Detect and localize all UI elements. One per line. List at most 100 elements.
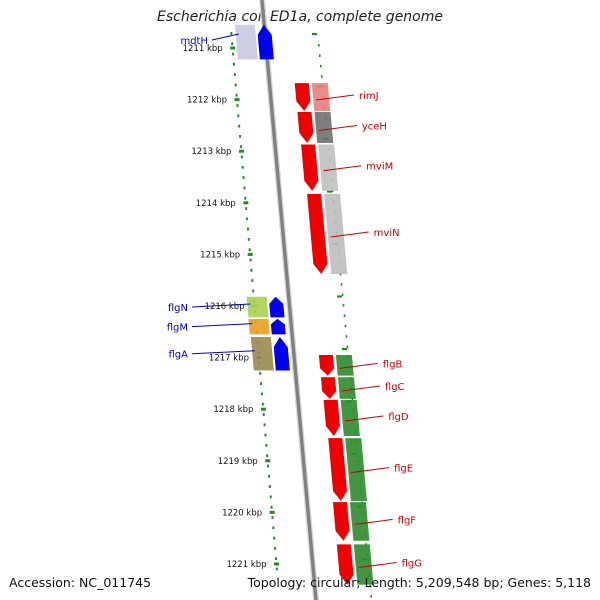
outer-minor-tick — [341, 293, 344, 297]
mdtH-gene[interactable] — [257, 24, 274, 60]
outer-minor-tick — [369, 584, 371, 588]
outer-minor-tick — [344, 324, 347, 328]
ruler-minor-tick — [268, 485, 271, 488]
ruler-minor-tick — [275, 567, 278, 571]
rimJ-gene[interactable] — [294, 83, 311, 111]
ruler-major-tick — [230, 46, 236, 50]
ruler-major-tick — [243, 201, 249, 205]
ruler-minor-tick — [231, 42, 234, 46]
ruler-minor-tick — [243, 186, 246, 190]
outer-minor-tick — [339, 272, 342, 276]
ruler-minor-tick — [246, 217, 249, 221]
flgG-label[interactable]: flgG — [402, 559, 422, 570]
rimJ-label[interactable]: rimJ — [359, 91, 379, 102]
ruler-minor-tick — [267, 474, 270, 478]
ruler-minor-tick — [239, 135, 242, 138]
leader-line — [330, 231, 369, 238]
ruler-minor-tick — [260, 392, 263, 396]
flgF-gene[interactable] — [332, 502, 350, 541]
leader-line — [191, 350, 255, 355]
yceH-cog-band — [314, 111, 334, 143]
kbp-ruler: 1211 kbp 1212 kbp 1213 kbp 1214 kbp 1215 kbp… — [183, 32, 280, 571]
ruler-label: 1215 kbp — [200, 250, 240, 260]
ruler-major-tick — [269, 510, 275, 514]
leader-line — [191, 323, 253, 328]
flgN-cog-band — [246, 296, 269, 318]
leader-line — [315, 94, 355, 101]
flgM-gene[interactable] — [270, 318, 286, 335]
mdtH-label[interactable]: mdtH — [180, 36, 208, 47]
ruler-minor-tick — [240, 155, 243, 159]
outer-minor-tick — [318, 44, 320, 47]
yceH-gene[interactable] — [297, 111, 314, 143]
outer-minor-tick — [319, 64, 322, 68]
ruler-minor-tick — [251, 279, 254, 282]
flgG-gene[interactable] — [336, 544, 354, 585]
ruler-minor-tick — [249, 258, 252, 262]
ruler-minor-tick — [261, 402, 264, 406]
gene-track — [234, 24, 374, 585]
accession-text: Accession: NC_011745 — [9, 575, 152, 590]
ruler-major-tick — [238, 149, 244, 153]
ruler-minor-tick — [234, 83, 237, 87]
ruler-minor-tick — [233, 73, 236, 76]
genome-title: Escherichia coli ED1a, complete genome — [157, 9, 443, 25]
flgA-gene[interactable] — [273, 336, 290, 371]
ruler-minor-tick — [230, 32, 233, 35]
ruler-minor-tick — [265, 444, 268, 447]
ruler-label: 1211 kbp — [183, 44, 223, 54]
flgB-gene[interactable] — [318, 355, 335, 376]
flgM-cog-band — [248, 318, 270, 335]
ruler-minor-tick — [241, 165, 244, 169]
ruler-label: 1216 kbp — [205, 302, 245, 312]
ruler-minor-tick — [235, 93, 238, 97]
flgF-label[interactable]: flgF — [398, 515, 417, 526]
outer-minor-tick — [340, 283, 343, 286]
ruler-minor-tick — [274, 547, 277, 550]
mviM-gene[interactable] — [301, 144, 319, 191]
leader-line — [351, 467, 390, 474]
gene-labels: mdtH rimJ yceH mviM mviN flgN flgM flgA flgB flgC… — [167, 33, 422, 570]
yceH-label[interactable]: yceH — [362, 121, 387, 132]
flgM-label[interactable]: flgM — [167, 323, 188, 334]
mviN-gene[interactable] — [307, 194, 328, 275]
outer-minor-tick — [318, 54, 321, 57]
genome-backbone — [259, 0, 319, 600]
ruler-label: 1217 kbp — [209, 354, 249, 364]
mdtH-cog-band — [234, 24, 258, 60]
flgB-cog-band — [335, 355, 354, 376]
flgC-label[interactable]: flgC — [385, 382, 405, 393]
ruler-minor-tick — [267, 464, 270, 468]
leader-line — [354, 518, 393, 525]
flgN-gene[interactable] — [269, 296, 285, 318]
ruler-minor-tick — [264, 433, 267, 437]
mviN-label[interactable]: mviN — [374, 228, 400, 239]
ruler-minor-tick — [259, 371, 262, 375]
flgC-gene[interactable] — [320, 377, 337, 399]
leader-line — [191, 303, 251, 308]
mviN-cog-band — [324, 194, 348, 275]
mviM-label[interactable]: mviM — [366, 162, 393, 173]
rimJ-cog-band — [311, 83, 331, 111]
flgE-gene[interactable] — [328, 438, 348, 502]
flgG-cog-band — [353, 544, 374, 585]
outer-minor-tick — [370, 595, 372, 598]
ruler-minor-tick — [232, 62, 235, 66]
ruler-minor-tick — [232, 52, 235, 56]
leader-line — [323, 165, 362, 172]
flgN-label[interactable]: flgN — [168, 303, 188, 314]
ruler-minor-tick — [246, 227, 249, 231]
flgD-label[interactable]: flgD — [388, 412, 409, 423]
ruler-minor-tick — [260, 382, 263, 385]
ruler-minor-tick — [236, 104, 239, 107]
leader-line — [318, 124, 357, 131]
flgE-label[interactable]: flgE — [394, 464, 413, 475]
ruler-minor-tick — [252, 289, 255, 293]
ruler-label: 1219 kbp — [218, 457, 258, 467]
ruler-minor-tick — [273, 536, 276, 540]
flgA-label[interactable]: flgA — [169, 350, 189, 361]
ruler-minor-tick — [271, 516, 274, 519]
flgD-gene[interactable] — [323, 399, 340, 437]
flgB-label[interactable]: flgB — [383, 359, 403, 370]
